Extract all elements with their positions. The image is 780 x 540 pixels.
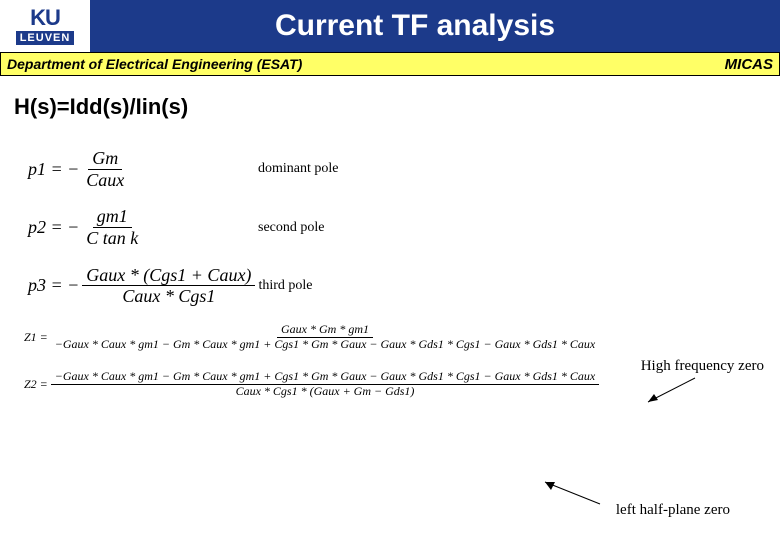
zero-2-lhs: Z2 = [24, 377, 48, 392]
zero-1-row: Z1 = Gaux * Gm * gm1 −Gaux * Caux * gm1 … [24, 323, 766, 352]
fraction: Gm Caux [82, 148, 128, 190]
pole-2-row: p2 = − gm1 C tan k second pole [28, 206, 766, 248]
pole-2-equation: p2 = − gm1 C tan k [28, 206, 258, 248]
slide-title: Current TF analysis [50, 9, 780, 43]
numerator: Gm [88, 148, 122, 170]
zero-1-equation: Z1 = Gaux * Gm * gm1 −Gaux * Caux * gm1 … [24, 323, 766, 352]
pole-3-row: p3 = − Gaux * (Cgs1 + Caux) Caux * Cgs1 … [28, 265, 766, 307]
high-frequency-zero-label: High frequency zero [641, 358, 764, 375]
pole-3-lhs: p3 = − [28, 275, 79, 296]
fraction: −Gaux * Caux * gm1 − Gm * Caux * gm1 + C… [51, 370, 599, 399]
pole-1-row: p1 = − Gm Caux dominant pole [28, 148, 766, 190]
fraction: Gaux * Gm * gm1 −Gaux * Caux * gm1 − Gm … [51, 323, 599, 352]
numerator: gm1 [93, 206, 132, 228]
denominator: −Gaux * Caux * gm1 − Gm * Caux * gm1 + C… [51, 338, 599, 352]
arrow-to-z2 [535, 478, 605, 508]
denominator: Caux * Cgs1 * (Gaux + Gm − Gds1) [232, 385, 419, 399]
subheader-bar: Department of Electrical Engineering (ES… [0, 52, 780, 76]
pole-3-desc: third pole [258, 278, 312, 294]
pole-1-desc: dominant pole [258, 161, 339, 177]
denominator: Caux [82, 170, 128, 191]
left-half-plane-zero-label: left half-plane zero [616, 502, 730, 519]
pole-3-equation: p3 = − Gaux * (Cgs1 + Caux) Caux * Cgs1 [28, 265, 258, 307]
title-bar: KU LEUVEN Current TF analysis [0, 0, 780, 52]
denominator: C tan k [82, 228, 142, 249]
pole-2-desc: second pole [258, 220, 324, 236]
transfer-function-heading: H(s)=Idd(s)/Iin(s) [14, 94, 766, 120]
numerator: −Gaux * Caux * gm1 − Gm * Caux * gm1 + C… [51, 370, 599, 385]
numerator: Gaux * (Cgs1 + Caux) [82, 265, 255, 287]
department-label: Department of Electrical Engineering (ES… [7, 56, 302, 72]
fraction: Gaux * (Cgs1 + Caux) Caux * Cgs1 [82, 265, 255, 307]
micas-label: MICAS [725, 56, 773, 73]
denominator: Caux * Cgs1 [118, 286, 219, 307]
pole-2-lhs: p2 = − [28, 217, 79, 238]
zero-1-lhs: Z1 = [24, 330, 48, 345]
numerator: Gaux * Gm * gm1 [277, 323, 373, 338]
pole-1-lhs: p1 = − [28, 159, 79, 180]
pole-1-equation: p1 = − Gm Caux [28, 148, 258, 190]
fraction: gm1 C tan k [82, 206, 142, 248]
